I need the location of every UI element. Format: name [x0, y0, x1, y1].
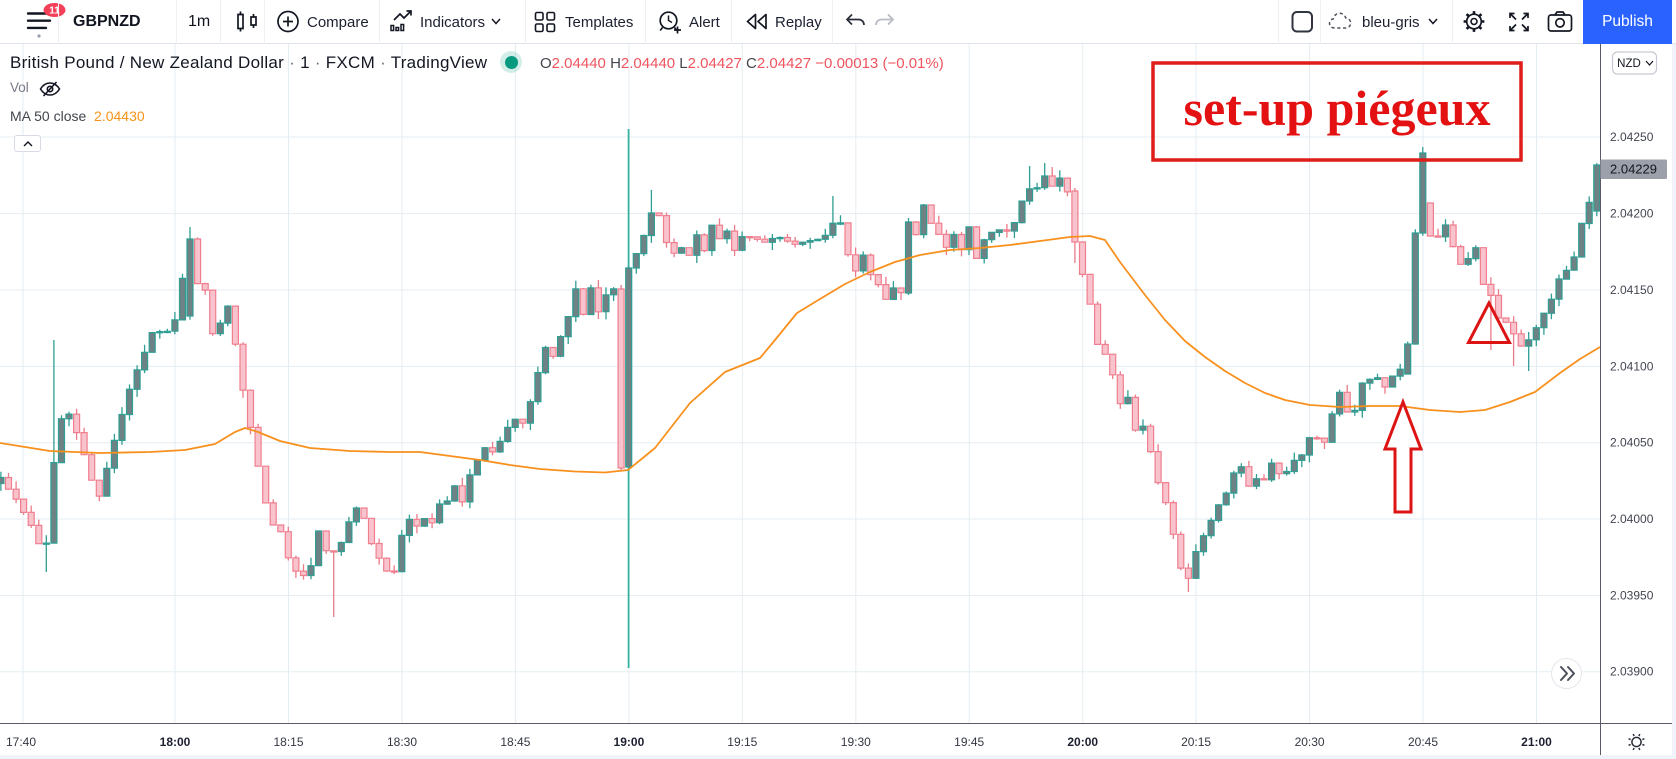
svg-text:19:15: 19:15: [727, 735, 757, 749]
svg-text:2.03900: 2.03900: [1610, 665, 1654, 679]
svg-text:NZD: NZD: [1617, 58, 1641, 70]
svg-text:2.04150: 2.04150: [1610, 283, 1654, 297]
svg-text:20:00: 20:00: [1067, 735, 1098, 749]
svg-text:18:30: 18:30: [387, 735, 417, 749]
svg-text:set-up piégeux: set-up piégeux: [1184, 80, 1491, 136]
svg-text:2.04100: 2.04100: [1610, 359, 1654, 373]
svg-text:2.04229: 2.04229: [1610, 162, 1657, 177]
svg-text:20:30: 20:30: [1295, 735, 1325, 749]
svg-text:2.04250: 2.04250: [1610, 130, 1654, 144]
svg-text:2.04050: 2.04050: [1610, 436, 1654, 450]
svg-text:19:30: 19:30: [841, 735, 871, 749]
svg-text:18:45: 18:45: [500, 735, 530, 749]
svg-text:19:00: 19:00: [614, 735, 645, 749]
svg-text:20:15: 20:15: [1181, 735, 1211, 749]
svg-text:20:45: 20:45: [1408, 735, 1438, 749]
svg-text:21:00: 21:00: [1521, 735, 1552, 749]
svg-text:2.03950: 2.03950: [1610, 588, 1654, 602]
svg-text:2.04000: 2.04000: [1610, 512, 1654, 526]
svg-text:2.04200: 2.04200: [1610, 207, 1654, 221]
svg-text:17:40: 17:40: [6, 735, 36, 749]
svg-text:11: 11: [49, 6, 60, 17]
svg-text:18:15: 18:15: [273, 735, 303, 749]
svg-text:19:45: 19:45: [954, 735, 984, 749]
svg-text:18:00: 18:00: [160, 735, 191, 749]
